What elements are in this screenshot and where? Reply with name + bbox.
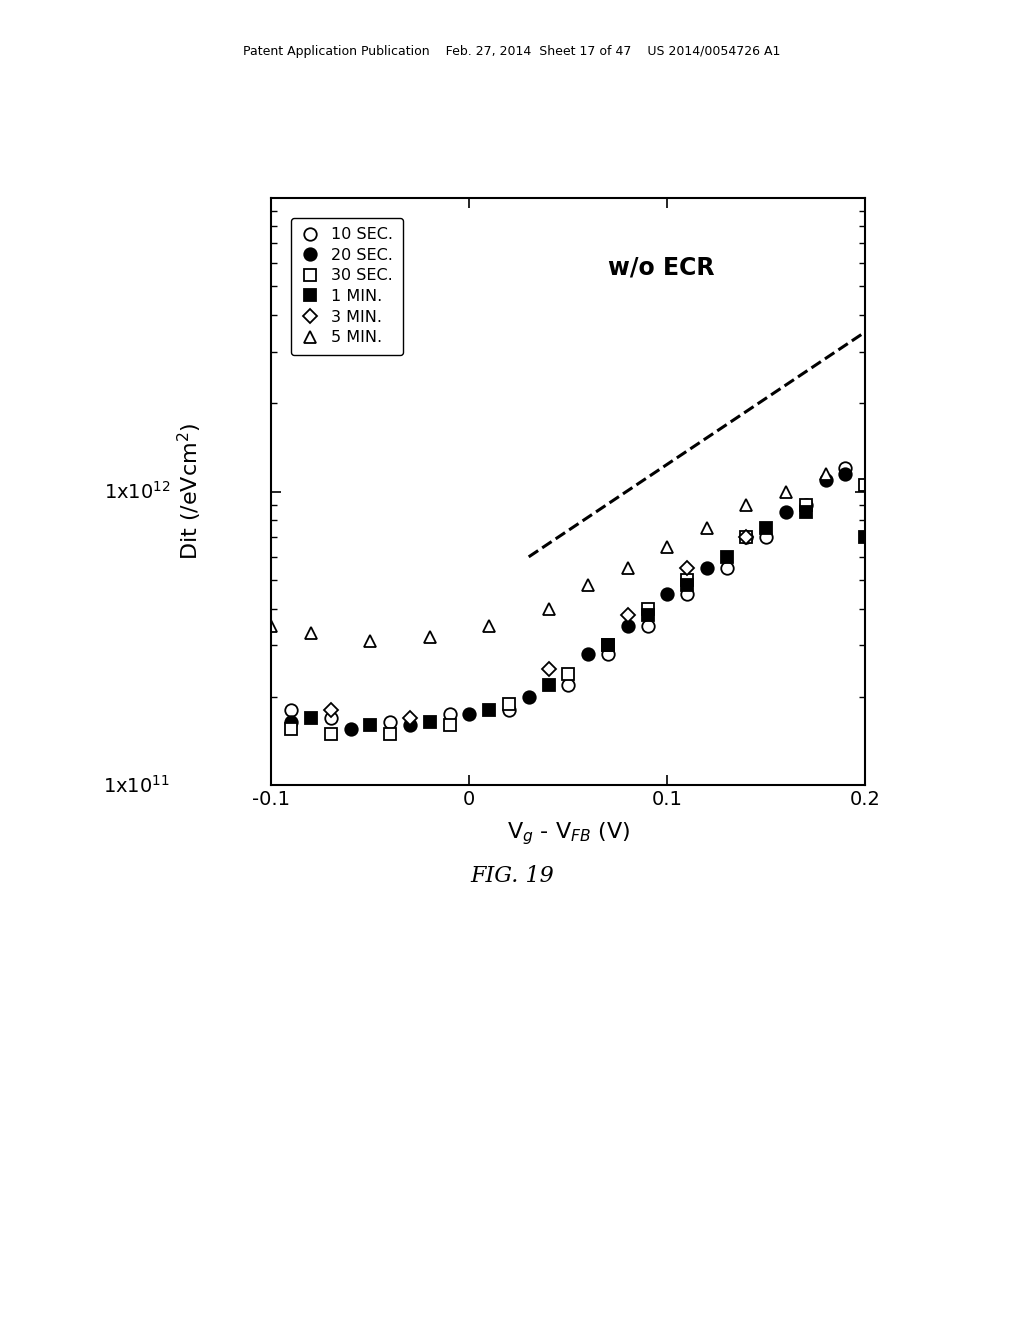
10 SEC. bbox=[681, 586, 693, 602]
30 SEC. bbox=[285, 722, 297, 738]
1 MIN. bbox=[760, 520, 772, 536]
1 MIN. bbox=[641, 607, 653, 623]
30 SEC. bbox=[443, 718, 456, 734]
5 MIN. bbox=[780, 483, 793, 499]
30 SEC. bbox=[562, 665, 574, 681]
30 SEC. bbox=[503, 696, 515, 711]
10 SEC. bbox=[503, 702, 515, 718]
Text: Patent Application Publication    Feb. 27, 2014  Sheet 17 of 47    US 2014/00547: Patent Application Publication Feb. 27, … bbox=[244, 45, 780, 58]
1 MIN. bbox=[859, 529, 871, 545]
5 MIN. bbox=[622, 560, 634, 576]
30 SEC. bbox=[384, 726, 396, 742]
10 SEC. bbox=[562, 677, 574, 693]
3 MIN. bbox=[543, 660, 555, 676]
20 SEC. bbox=[522, 689, 535, 705]
20 SEC. bbox=[285, 714, 297, 730]
20 SEC. bbox=[700, 560, 713, 576]
Line: 5 MIN.: 5 MIN. bbox=[265, 467, 831, 647]
1 MIN. bbox=[483, 702, 496, 718]
1 MIN. bbox=[424, 714, 436, 730]
5 MIN. bbox=[662, 539, 674, 554]
5 MIN. bbox=[740, 498, 753, 513]
Line: 3 MIN.: 3 MIN. bbox=[326, 532, 752, 723]
10 SEC. bbox=[384, 714, 396, 730]
Text: 1x10$^{11}$: 1x10$^{11}$ bbox=[103, 775, 170, 796]
5 MIN. bbox=[582, 577, 594, 593]
30 SEC. bbox=[602, 638, 614, 653]
3 MIN. bbox=[622, 607, 634, 623]
20 SEC. bbox=[780, 504, 793, 520]
Text: w/o ECR: w/o ECR bbox=[608, 255, 715, 280]
30 SEC. bbox=[740, 529, 753, 545]
5 MIN. bbox=[483, 618, 496, 634]
30 SEC. bbox=[681, 572, 693, 587]
5 MIN. bbox=[365, 634, 377, 649]
30 SEC. bbox=[800, 498, 812, 513]
20 SEC. bbox=[582, 647, 594, 663]
20 SEC. bbox=[840, 466, 852, 482]
30 SEC. bbox=[641, 601, 653, 616]
10 SEC. bbox=[800, 498, 812, 513]
Line: 1 MIN.: 1 MIN. bbox=[305, 506, 871, 731]
20 SEC. bbox=[622, 618, 634, 634]
1 MIN. bbox=[365, 718, 377, 734]
Y-axis label: Dit (/eVcm$^2$): Dit (/eVcm$^2$) bbox=[176, 422, 204, 561]
1 MIN. bbox=[602, 638, 614, 653]
10 SEC. bbox=[721, 560, 733, 576]
Line: 10 SEC.: 10 SEC. bbox=[285, 462, 852, 727]
Line: 30 SEC.: 30 SEC. bbox=[285, 479, 871, 741]
20 SEC. bbox=[740, 529, 753, 545]
Text: FIG. 19: FIG. 19 bbox=[470, 865, 554, 887]
10 SEC. bbox=[760, 529, 772, 545]
3 MIN. bbox=[403, 710, 416, 726]
20 SEC. bbox=[403, 718, 416, 734]
3 MIN. bbox=[740, 529, 753, 545]
5 MIN. bbox=[700, 520, 713, 536]
5 MIN. bbox=[305, 626, 317, 642]
5 MIN. bbox=[819, 466, 831, 482]
1 MIN. bbox=[305, 710, 317, 726]
10 SEC. bbox=[325, 710, 337, 726]
30 SEC. bbox=[859, 478, 871, 494]
1 MIN. bbox=[721, 549, 733, 565]
30 SEC. bbox=[325, 726, 337, 742]
20 SEC. bbox=[344, 722, 356, 738]
Legend: 10 SEC., 20 SEC., 30 SEC., 1 MIN., 3 MIN., 5 MIN.: 10 SEC., 20 SEC., 30 SEC., 1 MIN., 3 MIN… bbox=[291, 218, 402, 355]
Line: 20 SEC.: 20 SEC. bbox=[285, 467, 852, 735]
5 MIN. bbox=[543, 601, 555, 616]
10 SEC. bbox=[443, 706, 456, 722]
10 SEC. bbox=[641, 618, 653, 634]
1 MIN. bbox=[800, 504, 812, 520]
3 MIN. bbox=[325, 702, 337, 718]
5 MIN. bbox=[424, 630, 436, 645]
10 SEC. bbox=[602, 647, 614, 663]
1 MIN. bbox=[543, 677, 555, 693]
Text: 1x10$^{12}$: 1x10$^{12}$ bbox=[103, 480, 170, 503]
20 SEC. bbox=[463, 706, 475, 722]
3 MIN. bbox=[681, 560, 693, 576]
10 SEC. bbox=[840, 461, 852, 477]
20 SEC. bbox=[662, 586, 674, 602]
1 MIN. bbox=[681, 577, 693, 593]
10 SEC. bbox=[285, 702, 297, 718]
5 MIN. bbox=[265, 618, 278, 634]
X-axis label: V$_g$ - V$_{FB}$ (V): V$_g$ - V$_{FB}$ (V) bbox=[507, 820, 630, 847]
20 SEC. bbox=[819, 471, 831, 487]
